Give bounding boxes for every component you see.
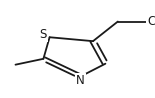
Text: Cl: Cl	[147, 15, 155, 28]
Text: S: S	[40, 28, 47, 41]
Text: N: N	[76, 74, 85, 87]
